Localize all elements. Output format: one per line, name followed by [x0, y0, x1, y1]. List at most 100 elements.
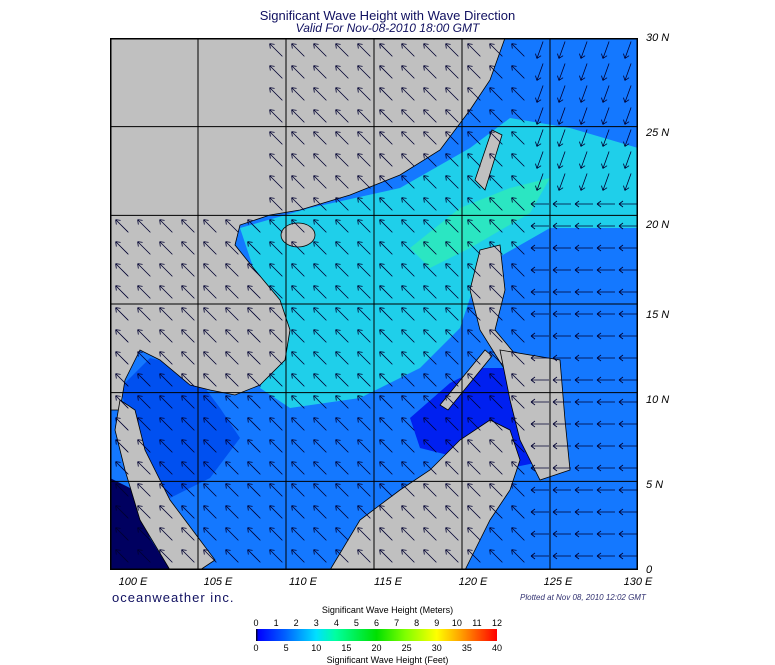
wave-direction-arrow: [601, 63, 610, 81]
wave-direction-arrow: [552, 508, 571, 516]
wave-direction-arrow: [574, 310, 593, 318]
wave-direction-arrow: [357, 109, 371, 123]
wave-direction-arrow: [357, 43, 371, 57]
wave-direction-arrow: [445, 241, 459, 255]
wave-direction-arrow: [511, 153, 525, 167]
wave-direction-arrow: [552, 420, 571, 428]
wave-direction-arrow: [313, 461, 327, 475]
wave-direction-arrow: [379, 505, 393, 519]
wave-direction-arrow: [335, 351, 349, 365]
wave-direction-arrow: [511, 43, 525, 57]
wave-direction-arrow: [335, 263, 349, 277]
wave-direction-arrow: [335, 373, 349, 387]
wave-direction-arrow: [445, 131, 459, 145]
colorbar-tick-label: 12: [491, 618, 503, 628]
wave-direction-arrow: [203, 373, 217, 387]
wave-direction-arrow: [181, 483, 195, 497]
wave-direction-arrow: [115, 439, 129, 453]
wave-direction-arrow: [423, 43, 437, 57]
lat-label: 10 N: [646, 394, 670, 406]
wave-direction-arrow: [511, 307, 525, 321]
wave-direction-arrow: [181, 373, 195, 387]
lat-label: 0: [646, 564, 653, 576]
wave-direction-arrow: [313, 131, 327, 145]
colorbar-feet-labels: 0 5 10 15 20 25 30 35 40: [0, 643, 775, 655]
wave-direction-arrow: [423, 307, 437, 321]
wave-direction-arrow: [357, 527, 371, 541]
wave-direction-arrow: [379, 153, 393, 167]
wave-direction-arrow: [401, 439, 415, 453]
colorbar-tick-label: 6: [373, 618, 380, 628]
wave-direction-arrow: [159, 461, 173, 475]
wave-direction-arrow: [423, 175, 437, 189]
wave-direction-arrow: [269, 109, 283, 123]
wave-direction-arrow: [225, 549, 239, 563]
wave-direction-arrow: [115, 351, 129, 365]
wave-direction-arrow: [357, 131, 371, 145]
wave-direction-arrow: [115, 285, 129, 299]
wave-direction-arrow: [291, 263, 305, 277]
wave-direction-arrow: [335, 285, 349, 299]
wave-direction-arrow: [115, 505, 129, 519]
wave-direction-arrow: [335, 307, 349, 321]
wave-direction-arrow: [552, 376, 571, 384]
wave-direction-arrow: [579, 85, 588, 103]
wave-direction-arrow: [596, 420, 615, 428]
wave-direction-arrow: [137, 483, 151, 497]
wave-direction-arrow: [467, 461, 481, 475]
wave-direction-arrow: [596, 376, 615, 384]
wave-direction-arrow: [203, 549, 217, 563]
wave-direction-arrow: [335, 131, 349, 145]
wave-direction-arrow: [313, 373, 327, 387]
wave-direction-arrow: [511, 351, 525, 365]
wave-direction-arrow: [115, 373, 129, 387]
wave-direction-arrow: [511, 549, 525, 563]
wave-direction-arrow: [247, 417, 261, 431]
wave-direction-arrow: [313, 307, 327, 321]
wave-direction-arrow: [574, 222, 593, 230]
colorbar-tick-label: 2: [293, 618, 299, 628]
wave-direction-arrow: [574, 244, 593, 252]
wave-direction-arrow: [335, 527, 349, 541]
wave-direction-arrow: [137, 527, 151, 541]
colorbar-tick-label: 8: [414, 618, 420, 628]
wave-direction-arrow: [601, 41, 610, 59]
wave-direction-arrow: [530, 442, 549, 450]
colorbar-tick-label: 25: [401, 643, 412, 653]
wave-direction-arrow: [357, 175, 371, 189]
wave-direction-arrow: [489, 373, 503, 387]
wave-direction-arrow: [225, 263, 239, 277]
wave-direction-arrow: [357, 439, 371, 453]
wave-direction-arrow: [159, 285, 173, 299]
wave-direction-arrow: [596, 288, 615, 296]
wave-direction-arrow: [137, 395, 151, 409]
wave-direction-arrow: [535, 151, 544, 169]
wave-direction-arrow: [618, 244, 637, 252]
wave-direction-arrow: [379, 329, 393, 343]
wave-direction-arrow: [181, 351, 195, 365]
lon-label: 125 E: [543, 576, 573, 588]
colorbar-tick-label: 5: [283, 643, 289, 653]
wave-direction-arrow: [115, 483, 129, 497]
wave-direction-arrow: [552, 266, 571, 274]
wave-direction-arrow: [335, 87, 349, 101]
wave-direction-arrow: [225, 505, 239, 519]
wave-direction-arrow: [379, 65, 393, 79]
wave-direction-arrow: [269, 241, 283, 255]
colorbar-tick-label: 10: [311, 643, 322, 653]
wave-direction-arrow: [623, 173, 632, 191]
wave-direction-arrow: [181, 505, 195, 519]
wave-direction-arrow: [511, 241, 525, 255]
wave-direction-arrow: [379, 461, 393, 475]
wave-direction-arrow: [618, 530, 637, 538]
wave-direction-arrow: [335, 417, 349, 431]
wave-direction-arrow: [401, 351, 415, 365]
wave-direction-arrow: [203, 241, 217, 255]
wave-direction-arrow: [357, 549, 371, 563]
lon-label: 130 E: [623, 576, 653, 588]
wave-direction-arrow: [291, 153, 305, 167]
wave-direction-arrow: [557, 129, 566, 147]
wave-direction-arrow: [115, 241, 129, 255]
wave-direction-arrow: [552, 354, 571, 362]
wave-direction-arrow: [247, 373, 261, 387]
